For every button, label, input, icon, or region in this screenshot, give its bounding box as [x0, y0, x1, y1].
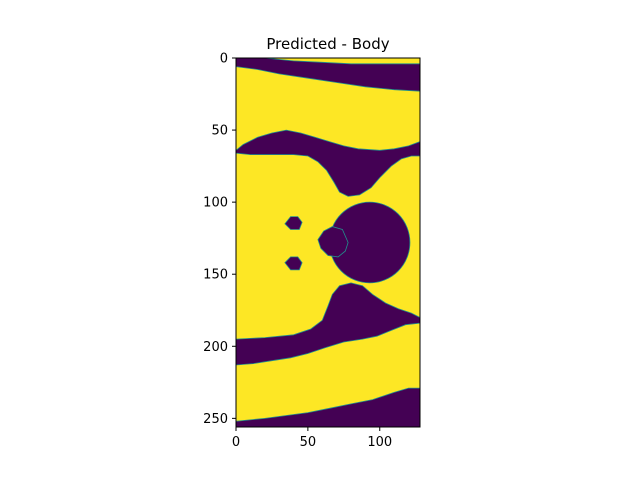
- heatmap-regions: [235, 57, 421, 428]
- y-axis: 0 50 100 150 200 250: [203, 52, 236, 427]
- x-tick-label: 100: [367, 435, 392, 450]
- region-upper-neck-band: [235, 129, 421, 197]
- axes-frame: [235, 57, 421, 428]
- region-top-band: [235, 57, 421, 92]
- y-tick-label: 250: [203, 412, 228, 427]
- region-upper-dot: [284, 216, 303, 230]
- chart-title: Predicted - Body: [266, 35, 389, 53]
- x-tick-label: 0: [232, 435, 240, 450]
- plot-area: [235, 57, 421, 428]
- region-lower-dot: [284, 256, 303, 271]
- y-tick-label: 50: [211, 124, 228, 139]
- region-lower-neck-band: [235, 282, 421, 366]
- x-axis: 0 50 100: [232, 427, 392, 450]
- y-tick-label: 150: [203, 268, 228, 283]
- y-tick-label: 0: [220, 52, 228, 67]
- x-tick-label: 50: [300, 435, 317, 450]
- y-tick-label: 200: [203, 340, 228, 355]
- y-tick-label: 100: [203, 196, 228, 211]
- region-center-blob: [317, 226, 349, 258]
